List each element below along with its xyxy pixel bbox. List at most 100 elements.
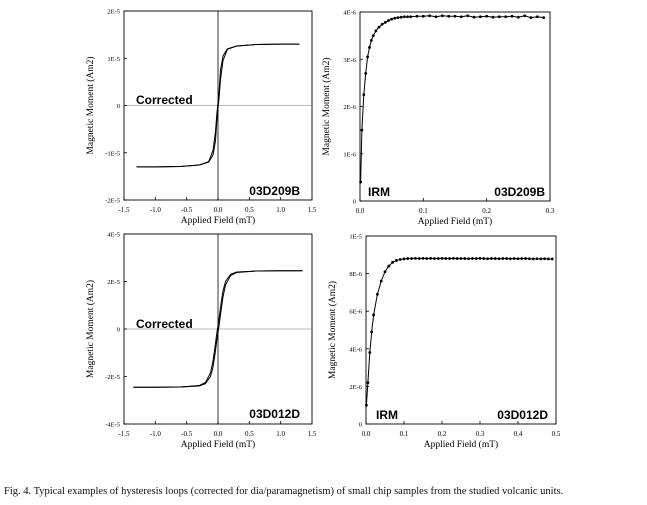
y-tick-label: 1E-6 bbox=[343, 151, 356, 158]
data-point bbox=[550, 257, 554, 261]
x-tick-label: 1.5 bbox=[308, 206, 317, 214]
data-point bbox=[531, 257, 535, 261]
series-line-1 bbox=[365, 257, 553, 406]
data-point bbox=[535, 15, 539, 19]
x-tick-label: 1.5 bbox=[308, 430, 317, 438]
y-tick-label: -2E-5 bbox=[105, 374, 120, 381]
data-point bbox=[459, 15, 463, 19]
data-point bbox=[366, 381, 370, 385]
data-point bbox=[539, 257, 543, 261]
y-tick-label: 8E-6 bbox=[349, 271, 362, 278]
data-point bbox=[370, 330, 374, 334]
data-point bbox=[398, 258, 402, 261]
series-line-1 bbox=[360, 15, 544, 183]
series-line-2 bbox=[133, 270, 303, 388]
data-point bbox=[504, 15, 508, 19]
data-point bbox=[387, 19, 390, 22]
data-point bbox=[505, 257, 508, 260]
x-tick-label: 0.5 bbox=[245, 206, 254, 214]
data-point bbox=[396, 16, 400, 20]
data-point bbox=[390, 17, 394, 21]
data-point bbox=[447, 14, 451, 18]
data-point bbox=[359, 180, 363, 184]
data-point bbox=[485, 14, 489, 18]
data-point bbox=[466, 14, 470, 18]
plot-frame bbox=[365, 235, 557, 425]
x-tick-label: 0.5 bbox=[245, 430, 254, 438]
x-tick-label: 0.0 bbox=[214, 430, 223, 438]
data-point bbox=[368, 46, 371, 49]
y-tick-label: 4E-6 bbox=[343, 10, 356, 17]
y-tick-label: 0 bbox=[117, 327, 120, 334]
sample-id-label: 03D209B bbox=[249, 184, 300, 198]
data-point bbox=[440, 14, 444, 18]
data-point bbox=[510, 14, 514, 18]
y-tick-label: 1E-5 bbox=[107, 56, 120, 63]
data-point bbox=[448, 257, 451, 260]
y-tick-label: 0 bbox=[353, 199, 356, 206]
x-tick-label: -0.5 bbox=[181, 430, 193, 438]
data-point bbox=[434, 15, 438, 19]
data-point bbox=[425, 257, 429, 260]
data-point bbox=[497, 15, 501, 19]
data-point bbox=[410, 257, 413, 260]
x-tick-label: 0.0 bbox=[356, 207, 365, 215]
y-tick-label: 2E-6 bbox=[343, 104, 356, 111]
data-point bbox=[414, 256, 417, 260]
chart-panel-2: 0.0 0.1 0.2 0.3 4E-6 3E-6 2E-6 1E-6 0 Applied Fie… bbox=[321, 10, 555, 228]
data-point bbox=[415, 14, 419, 18]
data-point bbox=[440, 256, 444, 260]
y-axis-label: Magnetic Moment (Am2) bbox=[85, 280, 96, 378]
data-point bbox=[406, 257, 410, 260]
data-point bbox=[474, 257, 478, 260]
y-tick-label: -1E-5 bbox=[105, 150, 120, 157]
data-point bbox=[372, 313, 375, 317]
data-point bbox=[528, 257, 531, 261]
data-point bbox=[409, 15, 413, 19]
data-point bbox=[380, 22, 384, 26]
data-point bbox=[391, 260, 394, 264]
data-point bbox=[467, 257, 470, 261]
x-tick-label: 0.4 bbox=[514, 430, 523, 438]
data-point bbox=[509, 257, 512, 261]
y-tick-label: 6E-6 bbox=[349, 309, 362, 316]
data-point bbox=[374, 29, 378, 33]
x-tick-label: 1.0 bbox=[276, 430, 285, 438]
data-point bbox=[387, 264, 391, 268]
y-tick-label: -2E-5 bbox=[105, 198, 120, 205]
x-tick-label: 0.5 bbox=[552, 430, 561, 438]
y-tick-label: -4E-5 bbox=[105, 422, 120, 429]
data-point bbox=[417, 257, 421, 260]
panel-tag-label: IRM bbox=[376, 408, 398, 422]
panel-tag-label: Corrected bbox=[136, 317, 193, 331]
x-tick-label: 0.2 bbox=[438, 430, 447, 438]
panel-tag-label: Corrected bbox=[136, 93, 193, 107]
y-axis-label: Magnetic Moment (Am2) bbox=[321, 57, 332, 155]
x-axis-label: Applied Field (mT) bbox=[181, 215, 255, 226]
data-point bbox=[512, 257, 516, 260]
x-axis-label: Applied Field (mT) bbox=[424, 439, 498, 450]
sample-id-label: 03D209B bbox=[494, 185, 545, 199]
y-tick-label: 4E-5 bbox=[107, 232, 120, 239]
data-point bbox=[459, 257, 463, 260]
data-point bbox=[524, 257, 527, 260]
x-tick-label: -0.5 bbox=[181, 206, 193, 214]
data-point bbox=[478, 15, 482, 19]
data-point bbox=[490, 257, 493, 260]
figure-caption: Fig. 4. Typical examples of hysteresis l… bbox=[4, 486, 564, 497]
data-point bbox=[520, 257, 524, 260]
chart-panel-3: -1.5 -1.0 -0.5 0.0 0.5 1.0 1.5 4E-5 2E-5 0 -2E-5 -4… bbox=[85, 232, 317, 451]
data-point bbox=[493, 257, 497, 260]
data-point bbox=[452, 256, 455, 260]
data-point bbox=[399, 15, 403, 19]
data-point bbox=[376, 292, 379, 296]
y-tick-label: 2E-5 bbox=[107, 9, 120, 16]
x-tick-label: 1.0 bbox=[276, 206, 285, 214]
data-point bbox=[362, 93, 366, 97]
data-point bbox=[455, 257, 459, 260]
data-point bbox=[364, 403, 368, 407]
data-point bbox=[421, 14, 425, 18]
y-tick-label: 1E-5 bbox=[349, 234, 362, 241]
x-tick-label: -1.5 bbox=[118, 206, 130, 214]
data-point bbox=[364, 72, 368, 75]
